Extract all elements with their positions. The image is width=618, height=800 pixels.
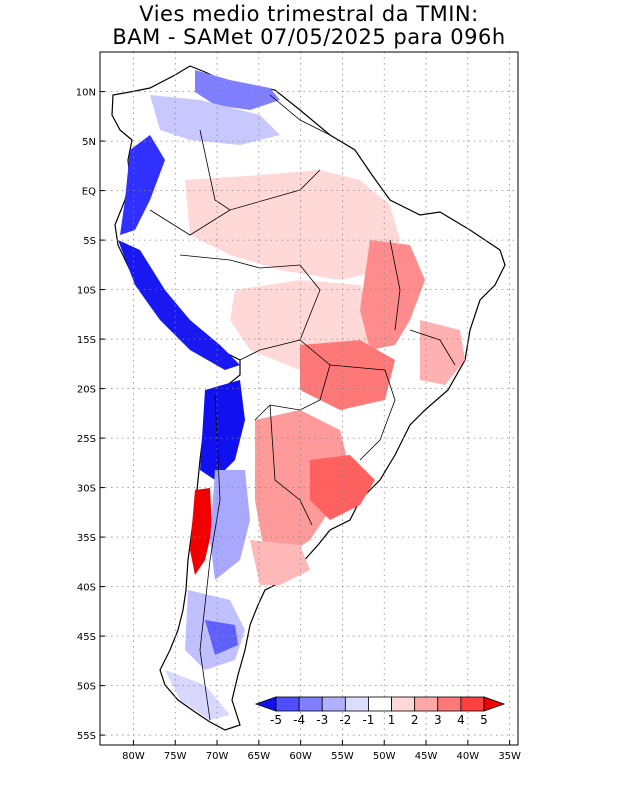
bias-lightblue-tip bbox=[165, 670, 230, 720]
lon-tick-label: 40W bbox=[457, 751, 480, 762]
lat-tick-label: 45S bbox=[77, 632, 96, 643]
lon-tick-label: 35W bbox=[498, 751, 521, 762]
lon-tick-label: 50W bbox=[373, 751, 396, 762]
lat-tick-label: 15S bbox=[77, 335, 96, 346]
bias-blue-caribbean bbox=[195, 70, 280, 110]
colorbar-swatch bbox=[275, 696, 300, 712]
colorbar-label: 3 bbox=[434, 713, 442, 727]
positive-bias-areas bbox=[185, 170, 465, 585]
lat-tick-label: 55S bbox=[77, 731, 96, 742]
lat-tick-label: 50S bbox=[77, 682, 96, 693]
lat-tick-label: 5S bbox=[83, 236, 96, 247]
lat-tick-label: 30S bbox=[77, 484, 96, 495]
lon-tick-label: 55W bbox=[331, 751, 354, 762]
colorbar-swatch bbox=[368, 696, 392, 712]
latitude-ticks: 10N 5N EQ 5S 10S 15S 20S 25S 30S 35S 40S 45S 50S 55S bbox=[76, 88, 105, 742]
lat-tick-label: EQ bbox=[82, 187, 96, 198]
colorbar-label: -3 bbox=[316, 713, 328, 727]
colorbar-legend: -5 -4 -3 -2 -1 1 2 3 4 5 bbox=[254, 696, 506, 727]
lat-tick-label: 35S bbox=[77, 533, 96, 544]
bias-blue-chile-north bbox=[200, 380, 245, 480]
lon-tick-label: 60W bbox=[289, 751, 312, 762]
colorbar-swatch bbox=[437, 696, 462, 712]
colorbar-swatch bbox=[414, 696, 439, 712]
lat-tick-label: 25S bbox=[77, 434, 96, 445]
bias-blue-peru-coast bbox=[118, 240, 240, 370]
lon-tick-label: 70W bbox=[206, 751, 229, 762]
colorbar-label: 1 bbox=[388, 713, 396, 727]
colorbar-swatch bbox=[298, 696, 323, 712]
bias-strong-red-chile bbox=[190, 488, 212, 575]
lon-tick-label: 65W bbox=[248, 751, 271, 762]
lon-tick-label: 75W bbox=[164, 751, 187, 762]
colorbar-label: -2 bbox=[339, 713, 351, 727]
lon-tick-label: 80W bbox=[122, 751, 145, 762]
lat-tick-label: 10N bbox=[76, 88, 96, 99]
lat-tick-label: 5N bbox=[82, 137, 96, 148]
colorbar-arrow-right bbox=[483, 696, 506, 712]
lat-tick-label: 40S bbox=[77, 583, 96, 594]
bias-blue-patagonia-core bbox=[205, 620, 238, 655]
colorbar-label: 4 bbox=[457, 713, 465, 727]
colorbar-label: -4 bbox=[293, 713, 305, 727]
longitude-ticks: 80W 75W 70W 65W 60W 55W 50W 45W 40W 35W bbox=[122, 740, 521, 762]
country-borders bbox=[149, 94, 456, 721]
bias-red-south-central bbox=[300, 340, 395, 410]
colorbar-label: -1 bbox=[362, 713, 374, 727]
colorbar-label: 2 bbox=[411, 713, 419, 727]
colorbar-swatch bbox=[321, 696, 346, 712]
map-title-line1: Vies medio trimestral da TMIN: bbox=[139, 2, 479, 26]
bias-lightred-patagonia bbox=[250, 540, 310, 585]
colorbar-label: 5 bbox=[480, 713, 488, 727]
bias-lightblue-north bbox=[150, 95, 280, 145]
lat-tick-label: 10S bbox=[77, 286, 96, 297]
bias-red-east bbox=[360, 240, 425, 350]
lat-tick-label: 20S bbox=[77, 385, 96, 396]
map-gridlines bbox=[100, 52, 518, 745]
colorbar-swatch bbox=[460, 696, 485, 712]
bias-blue-andes-north bbox=[120, 135, 165, 235]
map-border bbox=[99, 51, 519, 746]
bias-light-red-amazon bbox=[185, 170, 400, 280]
colorbar-swatch bbox=[344, 696, 369, 712]
bias-red-pampas bbox=[255, 410, 350, 560]
colorbar-swatch bbox=[391, 696, 416, 712]
bias-red-east-coast bbox=[420, 320, 465, 385]
lon-tick-label: 45W bbox=[415, 751, 438, 762]
colorbar-label: -5 bbox=[270, 713, 282, 727]
map-title-line2: BAM - SAMet 07/05/2025 para 096h bbox=[112, 25, 506, 49]
